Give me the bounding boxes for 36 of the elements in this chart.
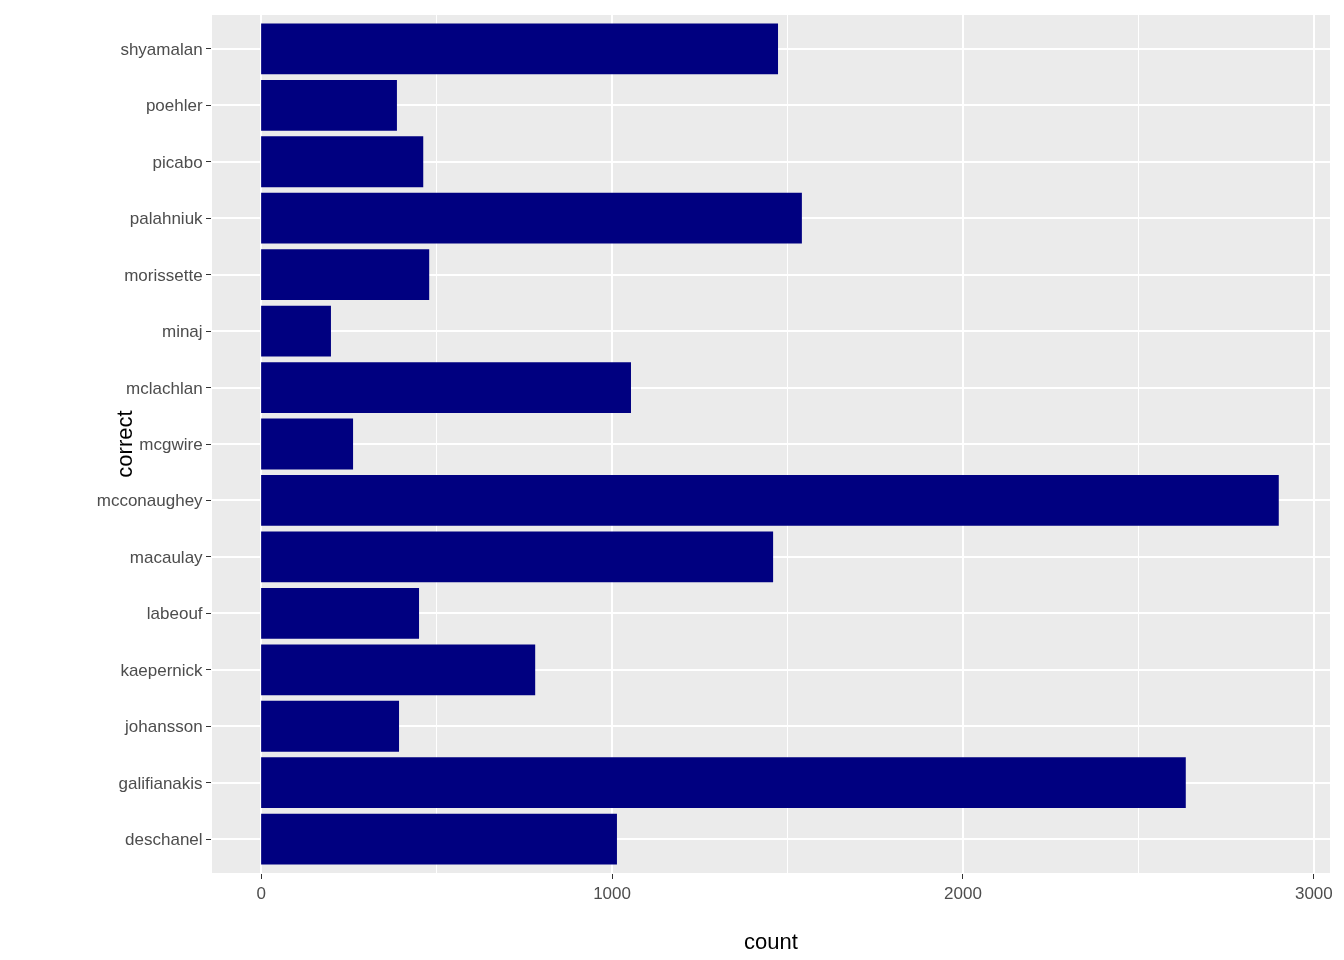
x-tick-label: 0	[256, 884, 266, 904]
y-tick-label: palahniuk	[129, 209, 204, 229]
bar	[261, 192, 802, 244]
x-axis-title: count	[744, 929, 798, 954]
y-tick-label: mcgwire	[139, 434, 203, 454]
x-tick-label: 3000	[1294, 884, 1333, 904]
bar	[261, 587, 420, 639]
bar	[261, 700, 400, 752]
bar	[261, 531, 774, 583]
bar	[261, 249, 430, 301]
bar	[261, 23, 779, 75]
bar	[261, 136, 424, 188]
bar	[261, 757, 1186, 809]
y-tick-label: shyamalan	[120, 39, 203, 59]
bar	[261, 813, 617, 865]
y-tick-label: johansson	[124, 717, 203, 737]
bar	[261, 305, 331, 357]
bar	[261, 418, 354, 470]
y-tick-label: macaulay	[129, 547, 204, 567]
bar	[261, 644, 536, 696]
y-tick-label: mclachlan	[126, 378, 203, 398]
y-axis-title: correct	[112, 410, 138, 478]
bar	[261, 475, 1279, 526]
y-tick-label: minaj	[161, 322, 203, 342]
y-tick-label: picabo	[152, 152, 203, 172]
bar	[261, 79, 397, 131]
y-tick-label: galifianakis	[118, 773, 203, 793]
y-tick-label: deschanel	[125, 830, 203, 850]
y-tick-label: kaepernick	[120, 660, 204, 680]
y-tick-label: labeouf	[146, 604, 203, 624]
x-tick-label: 1000	[593, 884, 631, 904]
y-tick-label: morissette	[124, 265, 203, 285]
bar	[261, 362, 631, 413]
y-tick-label: poehler	[145, 96, 203, 116]
x-tick-label: 2000	[944, 884, 982, 904]
y-tick-label: mcconaughey	[96, 491, 204, 511]
